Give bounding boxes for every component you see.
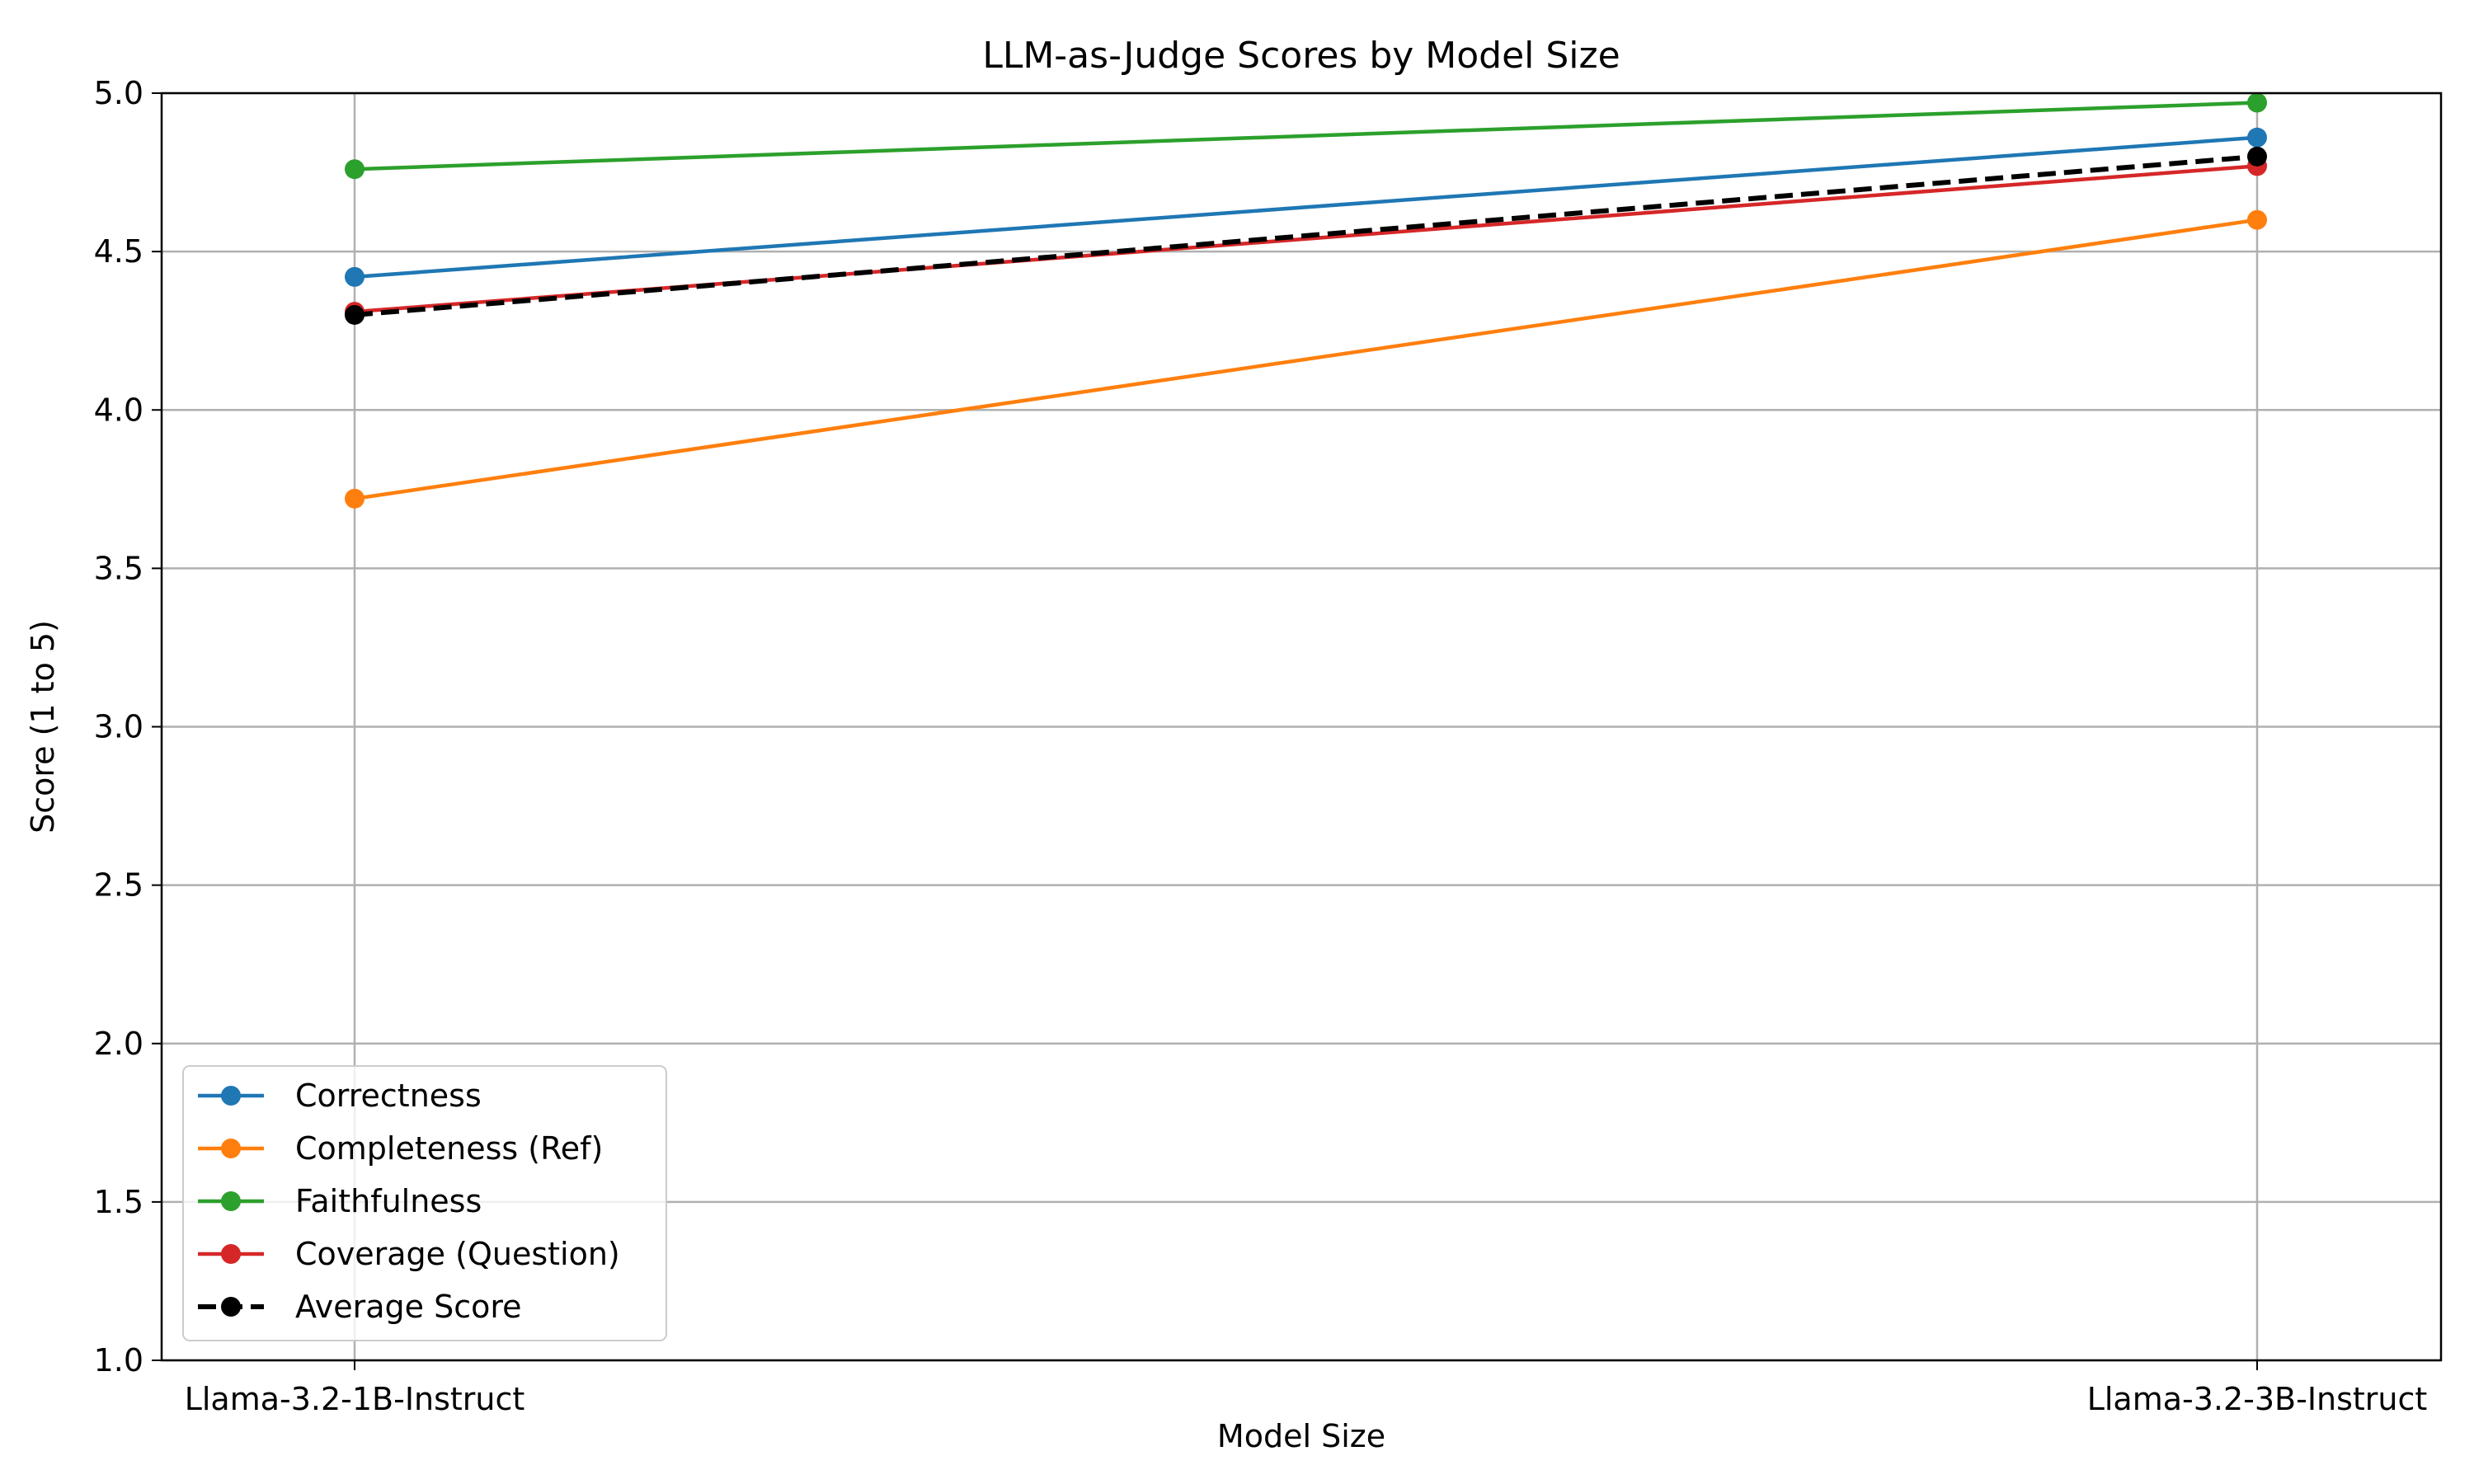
y-axis-label: Score (1 to 5)	[25, 620, 61, 834]
y-tick-label: 3.5	[94, 550, 143, 586]
series-line	[354, 153, 2258, 317]
legend-item: Faithfulness	[198, 1183, 482, 1219]
legend-label: Average Score	[295, 1289, 522, 1325]
y-tick-label: 5.0	[94, 75, 143, 111]
legend-swatch-marker	[221, 1244, 241, 1264]
legend-swatch-marker	[221, 1191, 241, 1211]
series-average-score	[345, 146, 2267, 325]
legend-label: Coverage (Question)	[295, 1236, 620, 1272]
x-axis-label: Model Size	[1217, 1418, 1385, 1454]
series-line	[354, 218, 2258, 501]
legend-item: Coverage (Question)	[198, 1236, 620, 1272]
data-point	[345, 159, 365, 180]
y-tick-label: 1.0	[94, 1342, 143, 1378]
legend-label: Completeness (Ref)	[295, 1130, 603, 1167]
series-faithfulness	[345, 92, 2267, 180]
y-tick-label: 4.0	[94, 392, 143, 428]
legend-swatch-marker	[221, 1086, 241, 1106]
series-line	[354, 101, 2258, 171]
series-line	[354, 135, 2258, 279]
series-coverage-question	[345, 156, 2267, 322]
ticks-layer: 1.0 1.5 2.0 2.5 3.0 3.5 4.0 4.5 5.0 Llama-3.2-1B-…	[94, 75, 2428, 1417]
data-point	[345, 304, 365, 325]
series-completeness-ref	[345, 209, 2267, 509]
legend-box	[182, 1065, 667, 1341]
legend-label: Correctness	[295, 1078, 482, 1114]
legend: Correctness Completeness (Ref) Faithfulnes…	[182, 1065, 667, 1341]
data-point	[345, 266, 365, 287]
legend-item: Completeness (Ref)	[198, 1130, 603, 1167]
y-tick-label: 2.0	[94, 1026, 143, 1062]
y-tick-label: 2.5	[94, 867, 143, 904]
x-tick-label: Llama-3.2-1B-Instruct	[185, 1381, 525, 1417]
data-point	[2247, 92, 2267, 113]
legend-item: Correctness	[198, 1078, 482, 1114]
y-tick-label: 3.0	[94, 709, 143, 745]
series-correctness	[345, 127, 2267, 287]
data-point	[2247, 127, 2267, 148]
y-tick-label: 4.5	[94, 233, 143, 270]
data-point	[2247, 209, 2267, 230]
chart-title: LLM-as-Judge Scores by Model Size	[982, 35, 1620, 77]
series-layer	[345, 92, 2267, 509]
legend-swatch-marker	[221, 1297, 241, 1317]
y-tick-label: 1.5	[94, 1184, 143, 1220]
legend-label: Faithfulness	[295, 1183, 482, 1219]
series-line	[354, 164, 2258, 314]
data-point	[2247, 146, 2267, 167]
x-tick-label: Llama-3.2-3B-Instruct	[2087, 1381, 2428, 1417]
legend-item: Average Score	[198, 1289, 522, 1325]
data-point	[345, 488, 365, 509]
legend-swatch-marker	[221, 1139, 241, 1158]
